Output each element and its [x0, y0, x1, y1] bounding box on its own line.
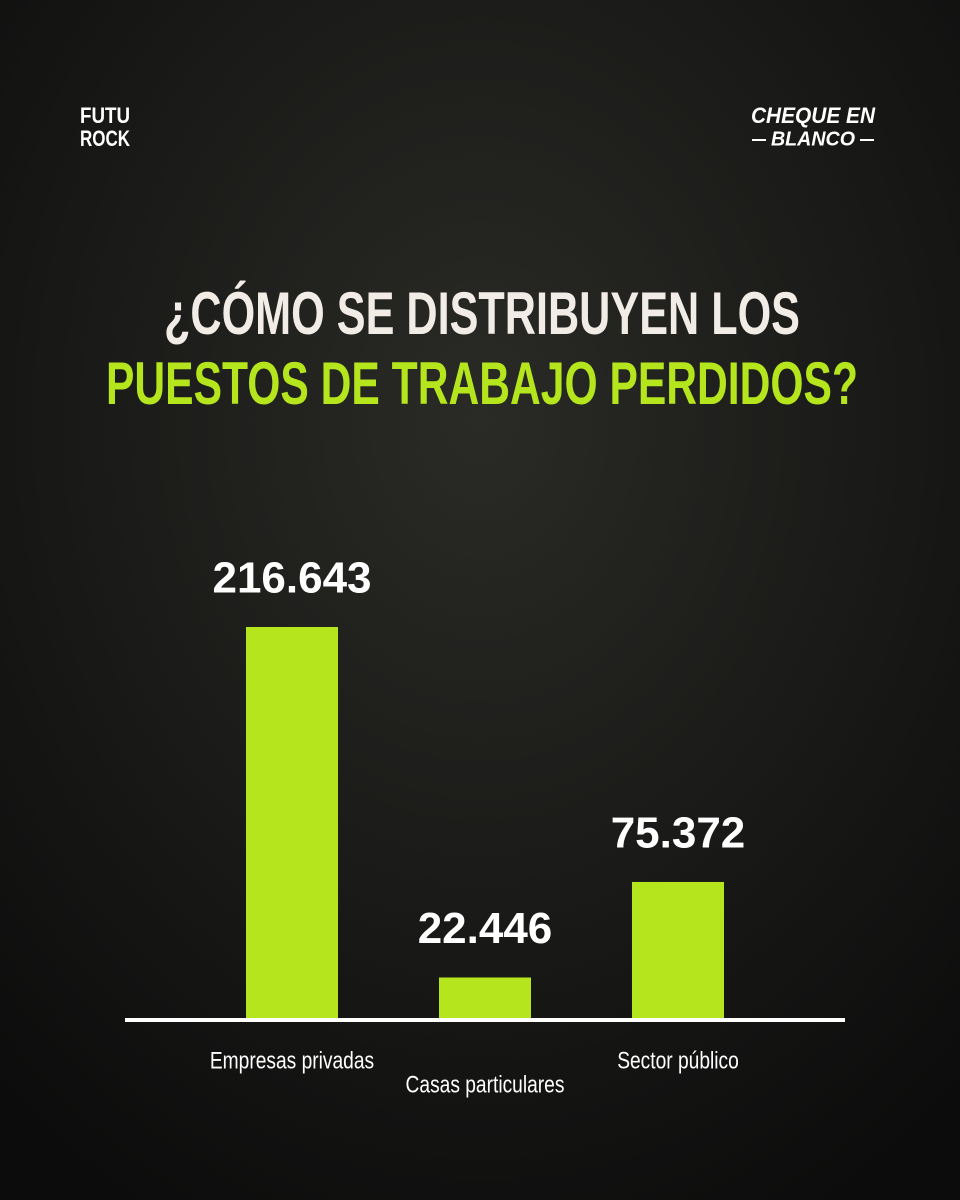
logo-text: CHEQUE EN [751, 103, 876, 128]
logo-right: CHEQUE EN BLANCO [751, 103, 876, 150]
logo-text: BLANCO [771, 128, 855, 150]
x-tick-label: Empresas privadas [210, 1046, 374, 1074]
value-label: 22.446 [418, 904, 553, 953]
x-tick-label: Casas particulares [406, 1070, 565, 1098]
logo-text: FUTU [80, 103, 130, 128]
value-label: 216.643 [212, 554, 371, 603]
logo-text: ROCK [80, 126, 130, 151]
bar [632, 881, 724, 1018]
bar [439, 977, 531, 1018]
chart-title: PUESTOS DE TRABAJO PERDIDOS? [106, 350, 858, 417]
value-label: 75.372 [611, 809, 746, 858]
chart-title: ¿CÓMO SE DISTRIBUYEN LOS [164, 280, 800, 347]
logo-left: FUTU ROCK [80, 103, 130, 151]
bar [246, 627, 338, 1018]
x-tick-label: Sector público [617, 1046, 739, 1074]
